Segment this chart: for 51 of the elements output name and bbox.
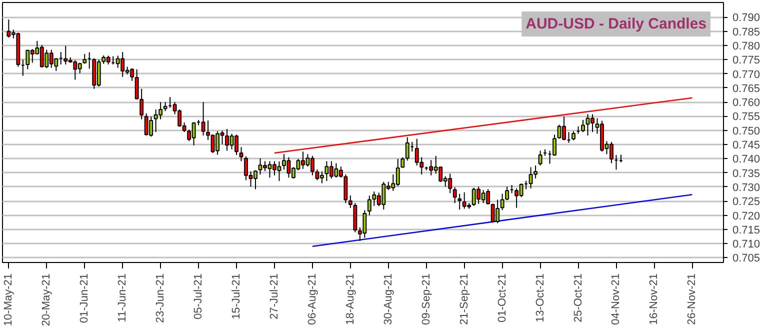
y-tick-label: 0.775 bbox=[732, 54, 760, 67]
y-tick-label: 0.730 bbox=[732, 182, 760, 194]
x-tick-label: 01-Oct-21 bbox=[496, 273, 508, 322]
x-tick-label: 27-Jul-21 bbox=[268, 274, 280, 320]
y-tick-label: 0.750 bbox=[732, 125, 760, 138]
y-tick-label: 0.715 bbox=[732, 224, 760, 236]
candlestick bbox=[344, 174, 348, 204]
y-tick-label: 0.705 bbox=[732, 252, 760, 265]
candlestick bbox=[348, 194, 352, 208]
candlestick bbox=[452, 186, 457, 204]
y-tick-label: 0.745 bbox=[732, 140, 760, 152]
x-tick-label: 30-Aug-21 bbox=[382, 273, 394, 325]
y-tick-label: 0.720 bbox=[732, 210, 760, 222]
y-tick-label: 0.740 bbox=[732, 154, 760, 166]
candlestick bbox=[163, 102, 168, 112]
y-tick-label: 0.780 bbox=[732, 40, 760, 53]
y-tick-label: 0.760 bbox=[732, 97, 760, 110]
y-tick-label: 0.755 bbox=[732, 111, 760, 124]
candlestick bbox=[581, 119, 585, 133]
candlestick bbox=[458, 193, 462, 210]
y-tick-label: 0.725 bbox=[732, 196, 760, 208]
candlestick bbox=[239, 146, 244, 162]
x-tick-label: 20-May-21 bbox=[40, 274, 53, 326]
x-tick-label: 23-Jun-21 bbox=[154, 273, 167, 324]
y-tick-label: 0.710 bbox=[732, 238, 760, 251]
y-tick-label: 0.770 bbox=[732, 68, 760, 81]
x-tick-label: 06-Aug-21 bbox=[306, 273, 318, 325]
y-tick-label: 0.735 bbox=[732, 168, 760, 180]
y-tick-label: 0.790 bbox=[732, 12, 760, 24]
x-tick-label: 15-Jul-21 bbox=[230, 274, 243, 320]
text: AUD-USD - Daily Candles bbox=[526, 16, 707, 32]
x-tick-label: 01-Jun-21 bbox=[78, 273, 91, 324]
x-tick-label: 26-Nov-21 bbox=[686, 274, 698, 325]
x-tick-label: 09-Sep-21 bbox=[420, 273, 432, 325]
candlestick bbox=[201, 102, 206, 136]
candlestick bbox=[572, 130, 576, 141]
x-tick-label: 21-Sep-21 bbox=[458, 273, 470, 325]
candlestick bbox=[405, 136, 410, 162]
x-tick-label: 18-Aug-21 bbox=[344, 273, 356, 325]
y-tick-label: 0.785 bbox=[732, 26, 760, 38]
x-tick-label: 25-Oct-21 bbox=[572, 273, 584, 322]
x-tick-label: 04-Nov-21 bbox=[610, 274, 622, 325]
x-tick-label: 05-Jul-21 bbox=[192, 274, 205, 320]
x-tick-label: 10-May-21 bbox=[2, 274, 15, 326]
x-tick-label: 13-Oct-21 bbox=[534, 273, 546, 322]
candlestick bbox=[552, 134, 556, 156]
x-tick-label: 16-Nov-21 bbox=[648, 274, 660, 325]
candlestick bbox=[140, 88, 144, 120]
x-tick-label: 11-Jun-21 bbox=[116, 273, 129, 322]
candlestick bbox=[538, 150, 542, 166]
y-tick-label: 0.765 bbox=[732, 82, 760, 95]
